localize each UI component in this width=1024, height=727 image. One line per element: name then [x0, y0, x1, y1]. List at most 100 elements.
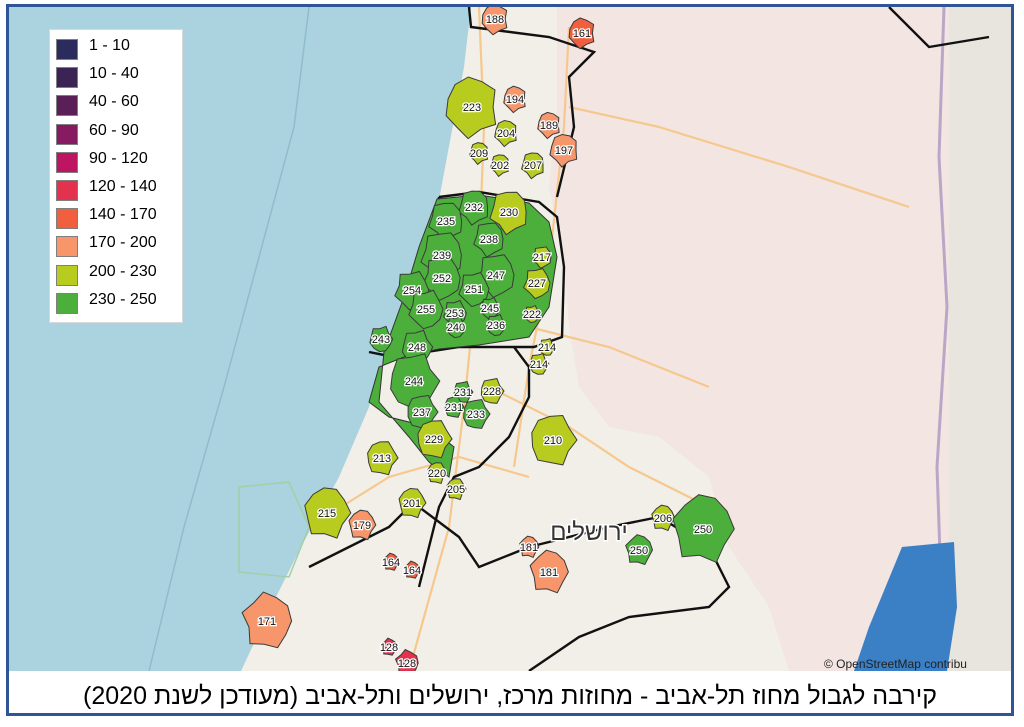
city-label-jerusalem: ירושלים	[550, 519, 628, 546]
region-polygon	[427, 462, 448, 485]
region-value-label: 194	[506, 94, 524, 106]
region-value-label: 128	[398, 658, 416, 670]
region-value-label: 255	[417, 304, 435, 316]
legend-label: 200 - 230	[89, 262, 157, 280]
legend-swatch	[56, 236, 78, 258]
region-polygon	[304, 487, 352, 539]
region-value-label: 202	[491, 160, 509, 172]
road-line	[308, 455, 530, 528]
region-value-label: 214	[538, 342, 556, 354]
region-value-label: 164	[403, 565, 421, 577]
region-polygon	[241, 591, 293, 649]
region-value-label: 209	[470, 148, 488, 160]
region-polygon	[529, 549, 569, 594]
legend-item: 170 - 200	[50, 233, 180, 258]
region-value-label: 207	[524, 160, 542, 172]
map-frame: 188 161 223 194 189 204 197 209 202 207 232 230 235 2…	[6, 4, 1014, 716]
region-value-label: 237	[413, 407, 431, 419]
region-value-label: 228	[483, 386, 501, 398]
region-polygon	[494, 119, 517, 148]
region-polygon	[537, 111, 560, 140]
region-polygon	[529, 352, 550, 375]
legend-label: 90 - 120	[89, 149, 148, 167]
region-polygon	[539, 337, 556, 356]
region-polygon	[463, 398, 491, 429]
region-value-label: 231	[445, 402, 463, 414]
region-value-label: 222	[523, 309, 541, 321]
region-value-label: 128	[380, 642, 398, 654]
region-polygon	[446, 315, 467, 339]
legend-label: 140 - 170	[89, 206, 157, 224]
region-value-label: 229	[425, 434, 443, 446]
district-border	[467, 7, 597, 198]
region-value-label: 251	[465, 284, 483, 296]
region-polygon	[672, 494, 735, 564]
legend-item: 120 - 140	[50, 177, 180, 201]
region-polygon	[519, 535, 540, 559]
region-polygon	[486, 313, 507, 337]
legend-swatch	[56, 264, 78, 286]
map-legend: 1 - 10 10 - 40 40 - 60 60 - 90 90 - 120 120 -…	[49, 29, 183, 323]
region-value-label: 235	[437, 216, 455, 228]
region-value-label: 236	[487, 320, 505, 332]
region-polygon	[458, 190, 489, 226]
region-polygon	[403, 560, 421, 579]
region-value-label: 210	[544, 435, 562, 447]
region-value-label: 179	[353, 520, 371, 532]
dead-sea	[854, 542, 957, 671]
region-value-label: 250	[630, 545, 648, 557]
legend-label: 1 - 10	[89, 37, 130, 54]
region-polygon	[531, 414, 578, 466]
region-value-label: 243	[372, 334, 390, 346]
legend-swatch	[56, 95, 78, 117]
legend-swatch	[56, 208, 78, 230]
district-border	[417, 346, 531, 588]
region-value-label: 227	[528, 278, 546, 290]
region-value-label: 233	[467, 409, 485, 421]
region-value-label: 215	[318, 508, 336, 520]
road-line	[488, 386, 710, 508]
legend-item: 200 - 230	[50, 262, 180, 286]
region-polygon	[568, 17, 595, 50]
road-line	[568, 105, 910, 209]
legend-swatch	[56, 292, 78, 314]
region-polygon	[481, 7, 508, 36]
region-value-label: 254	[403, 285, 421, 297]
legend-swatch	[56, 123, 78, 145]
region-value-label: 232	[465, 202, 483, 214]
region-value-label: 164	[382, 557, 400, 569]
map-caption: קירבה לגבול מחוז תל-אביב - מחוזות מרכז, …	[83, 682, 937, 710]
region-polygon	[473, 222, 504, 258]
region-polygon	[380, 637, 398, 656]
region-polygon	[445, 76, 497, 140]
legend-label: 40 - 60	[89, 93, 139, 111]
region-value-label: 204	[497, 128, 515, 140]
region-value-label: 231	[454, 387, 472, 399]
region-value-label: 206	[654, 513, 672, 525]
legend-item: 40 - 60	[50, 92, 180, 117]
region-polygon	[468, 142, 488, 166]
jordan-region	[949, 7, 1011, 671]
legend-swatch	[56, 180, 78, 201]
region-value-label: 197	[555, 145, 573, 157]
district-border	[888, 7, 990, 49]
region-value-label: 223	[463, 102, 481, 114]
region-value-label: 252	[433, 273, 451, 285]
region-value-label: 217	[533, 252, 551, 264]
attribution-text[interactable]: © OpenStreetMap contribu	[824, 657, 967, 671]
legend-item: 230 - 250	[50, 290, 180, 314]
region-value-label: 181	[520, 542, 538, 554]
legend-label: 10 - 40	[89, 65, 139, 83]
region-polygon	[458, 271, 490, 308]
region-polygon	[348, 509, 377, 541]
region-value-label: 189	[540, 120, 558, 132]
region-value-label: 171	[258, 616, 276, 628]
region-polygon	[446, 478, 467, 501]
region-polygon	[523, 304, 541, 324]
region-value-label: 181	[540, 567, 558, 579]
region-polygon	[521, 152, 544, 180]
region-polygon	[549, 133, 578, 168]
region-value-label: 230	[500, 207, 518, 219]
region-value-label: 244	[405, 376, 423, 388]
